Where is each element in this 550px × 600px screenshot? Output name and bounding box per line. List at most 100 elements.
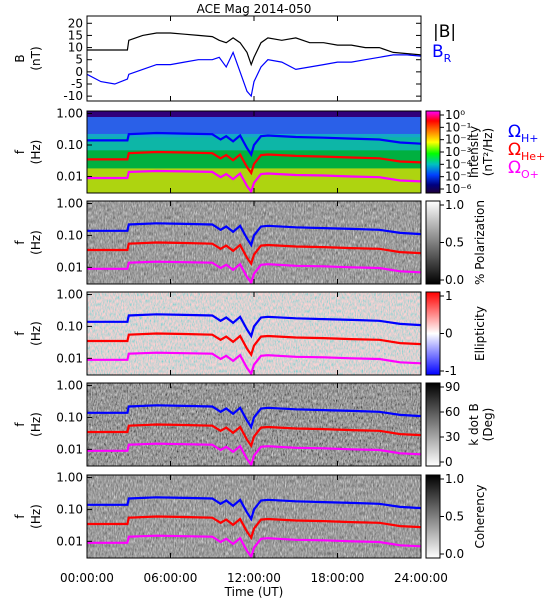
series-line-B-magnitude [87,32,421,67]
colorbar-tick-label: 10⁻⁴ [445,157,472,171]
y-axis-unit: (Hz) [29,412,43,437]
legend-sub: H+ [521,132,539,145]
y-tick-label: 15 [68,28,83,42]
panel-ellipticity: 1.00 0.10 0.01 f (Hz) 1 0 -1 Ellipticity [13,288,487,378]
y-tick-label: 1.00 [56,288,83,302]
legend: |B|BR [432,22,456,65]
colorbar-scale [425,200,441,285]
gyrofrequency-legend: ΩH+ΩHe+ΩO+ [508,122,545,181]
colorbar-tick-label: 1.0 [445,472,464,486]
gyrofrequency-line-O [87,260,421,284]
colorbar-scale [425,474,441,559]
colorbar-scale [425,382,441,467]
legend-sub: R [444,52,452,65]
colorbar-tick-label: 0.5 [445,236,464,250]
y-axis-label: B [13,54,27,62]
y-tick-label: -5 [71,77,83,91]
y-axis-unit: (nT) [29,46,43,70]
colorbar-unit: (nT²/Hz) [481,128,495,176]
gyrofrequency-line-H [87,222,421,248]
y-tick-label: 0.10 [56,410,83,424]
colorbar-tick-label: 10⁻³ [445,145,472,159]
y-tick-label: 1.00 [56,379,83,393]
colorbar-tick-label: 0.5 [445,510,464,524]
gyrofrequency-line-He [87,241,421,267]
colorbar-scale [425,110,441,194]
y-tick-label: 20 [68,16,83,30]
y-axis-label: f [13,240,27,245]
y-axis-unit: (Hz) [29,140,43,165]
y-tick-label: 0.10 [56,228,83,242]
y-tick-label: 5 [75,53,83,67]
legend-entry-He: ΩHe+ [508,140,545,163]
colorbar-tick-label: 10⁻² [445,133,472,147]
colorbar-tick-label: 10⁻¹ [445,120,472,134]
heatmap-ellipticity [87,292,421,375]
colorbar-tick-label: 90 [445,380,460,394]
colorbar-tick-label: 10⁻⁵ [445,170,472,184]
heatmap-intensity [87,111,421,193]
gyrofrequency-line-H [87,131,421,158]
y-axis-label: f [13,422,27,427]
colorbar-label: Ellipticity [473,306,487,361]
y-axis-unit: (Hz) [29,321,43,346]
gyrofrequency-line-O [87,351,421,375]
x-tick-label: 00:00:00 [60,571,114,585]
panel-intensity: 1.00 0.10 0.01 f (Hz) 10⁰10⁻¹10⁻²10⁻³10⁻⁴10⁻⁵… [13,106,545,196]
colorbar-tick-label: 0 [445,455,453,469]
colorbar-tick-label: 0.0 [445,547,464,561]
field-series-group [87,32,421,98]
legend-sub: O+ [521,168,539,181]
y-axis-label: f [13,514,27,519]
colorbar-ellipticity: 1 0 -1 Ellipticity [425,289,487,378]
panel-polarization: 1.00 0.10 0.01 f (Hz) 1.0 0.5 0.0 % Polarization [13,197,487,287]
y-tick-label: 10 [68,41,83,55]
legend-main: B [432,42,444,62]
y-axis-label: f [13,331,27,336]
y-tick-label: 0 [75,65,83,79]
gyrofrequency-line-H [87,404,421,430]
x-tick-label: 06:00:00 [144,571,198,585]
legend-entry-B-R: BR [432,42,452,65]
colorbar-tick-label: 60 [445,405,460,419]
colorbar-label: Intensity [467,126,481,178]
x-axis: 00:00:00 06:00:00 12:00:00 18:00:00 24:00:00 [60,571,448,585]
gyrofrequency-line-O [87,442,421,466]
colorbar-kdotb: 90 60 30 0 k dot B (Deg) [425,380,495,469]
y-tick-label: -10 [63,89,83,103]
y-axis-unit: (Hz) [29,504,43,529]
x-tick-label: 12:00:00 [227,571,281,585]
colorbar-tick-label: 1 [445,289,453,303]
colorbar-coherency: 1.0 0.5 0.0 Coherency [425,472,487,561]
chart-title: ACE Mag 2014-050 [197,2,312,16]
panel-coherency: 1.00 0.10 0.01 f (Hz) 1.0 0.5 0.0 Coherency [13,471,487,561]
colorbar-unit: (Deg) [481,408,495,442]
colorbar-tick-label: 0 [445,327,453,341]
series-line-B-R [87,50,421,98]
gyrofrequency-line-O [87,534,421,558]
y-tick-label: 0.01 [56,442,83,456]
x-tick-label: 24:00:00 [394,571,448,585]
gyrofrequency-line-He [87,515,421,541]
gyrofrequency-line-He [87,150,421,176]
colorbar-tick-label: 10⁻⁶ [445,182,472,196]
gyrofrequency-line-H [87,313,421,339]
colorbar-polarization: 1.0 0.5 0.0 % Polarization [425,198,487,287]
legend-entry-B-magnitude: |B| [433,22,456,42]
y-tick-label: 0.10 [56,138,83,152]
y-tick-label: 0.01 [56,351,83,365]
y-tick-label: 0.10 [56,319,83,333]
colorbar-label: % Polarization [473,200,487,285]
colorbar-tick-label: 10⁰ [445,108,465,122]
colorbar-label: Coherency [473,484,487,548]
y-tick-label: 1.00 [56,471,83,485]
legend-sub: He+ [521,150,545,163]
colorbar-tick-label: 30 [445,430,460,444]
y-tick-label: 1.00 [56,197,83,211]
heatmap-kdotb [87,383,421,466]
x-tick-label: 18:00:00 [311,571,365,585]
y-axis-label: f [13,149,27,154]
